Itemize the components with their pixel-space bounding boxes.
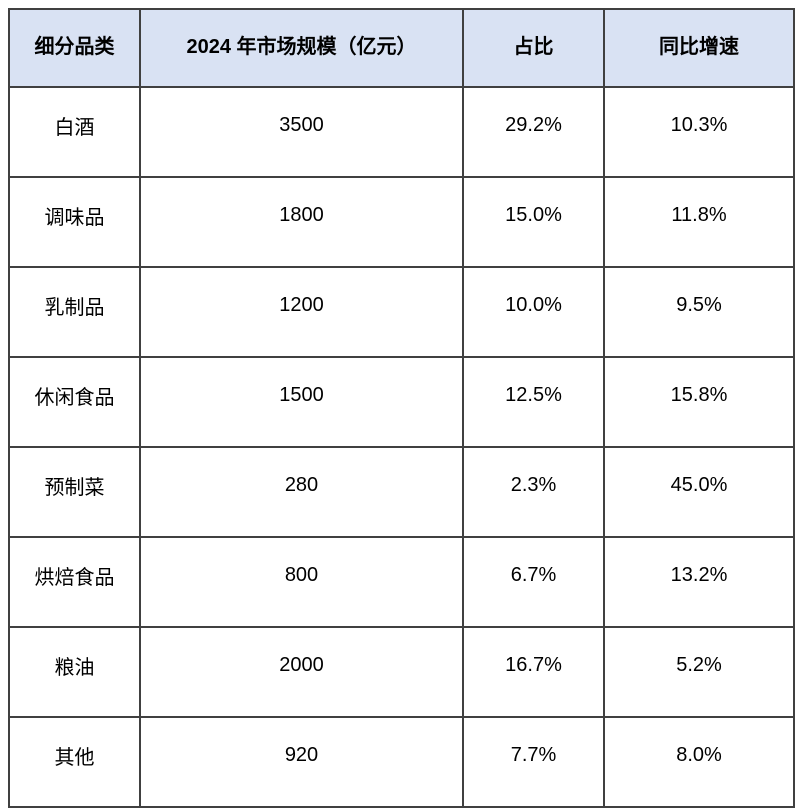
yoy-cell: 45.0% — [603, 446, 795, 538]
share-cell: 29.2% — [462, 86, 605, 178]
header-cell-yoy: 同比增速 — [603, 8, 795, 88]
share-cell: 6.7% — [462, 536, 605, 628]
market-size-cell: 2000 — [139, 626, 464, 718]
share-cell: 10.0% — [462, 266, 605, 358]
market-size-cell: 800 — [139, 536, 464, 628]
table-row: 粮油 2000 16.7% 5.2% — [8, 626, 795, 718]
share-cell: 7.7% — [462, 716, 605, 808]
header-cell-market-size: 2024 年市场规模（亿元） — [139, 8, 464, 88]
table-row: 预制菜 280 2.3% 45.0% — [8, 446, 795, 538]
category-cell: 预制菜 — [8, 446, 141, 538]
share-cell: 2.3% — [462, 446, 605, 538]
category-cell: 粮油 — [8, 626, 141, 718]
category-cell: 白酒 — [8, 86, 141, 178]
category-cell: 调味品 — [8, 176, 141, 268]
yoy-cell: 10.3% — [603, 86, 795, 178]
category-cell: 烘焙食品 — [8, 536, 141, 628]
yoy-cell: 5.2% — [603, 626, 795, 718]
table-row: 调味品 1800 15.0% 11.8% — [8, 176, 795, 268]
category-cell: 乳制品 — [8, 266, 141, 358]
category-cell: 休闲食品 — [8, 356, 141, 448]
share-cell: 12.5% — [462, 356, 605, 448]
table-row: 休闲食品 1500 12.5% 15.8% — [8, 356, 795, 448]
yoy-cell: 15.8% — [603, 356, 795, 448]
yoy-cell: 9.5% — [603, 266, 795, 358]
table-row: 烘焙食品 800 6.7% 13.2% — [8, 536, 795, 628]
market-size-table: 细分品类 2024 年市场规模（亿元） 占比 同比增速 白酒 3500 29.2… — [8, 8, 795, 808]
yoy-cell: 13.2% — [603, 536, 795, 628]
market-size-cell: 1500 — [139, 356, 464, 448]
market-size-table-container: 细分品类 2024 年市场规模（亿元） 占比 同比增速 白酒 3500 29.2… — [8, 8, 795, 808]
table-row: 白酒 3500 29.2% 10.3% — [8, 86, 795, 178]
market-size-cell: 1800 — [139, 176, 464, 268]
market-size-cell: 920 — [139, 716, 464, 808]
market-size-cell: 280 — [139, 446, 464, 538]
table-header-row: 细分品类 2024 年市场规模（亿元） 占比 同比增速 — [8, 8, 795, 88]
yoy-cell: 11.8% — [603, 176, 795, 268]
yoy-cell: 8.0% — [603, 716, 795, 808]
share-cell: 15.0% — [462, 176, 605, 268]
header-cell-share: 占比 — [462, 8, 605, 88]
share-cell: 16.7% — [462, 626, 605, 718]
market-size-cell: 1200 — [139, 266, 464, 358]
category-cell: 其他 — [8, 716, 141, 808]
table-row: 其他 920 7.7% 8.0% — [8, 716, 795, 808]
table-row: 乳制品 1200 10.0% 9.5% — [8, 266, 795, 358]
header-cell-category: 细分品类 — [8, 8, 141, 88]
market-size-cell: 3500 — [139, 86, 464, 178]
